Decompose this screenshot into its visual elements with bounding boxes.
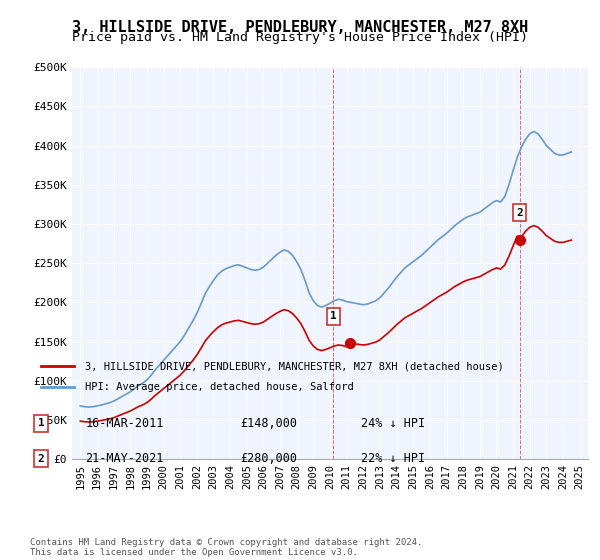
Text: Price paid vs. HM Land Registry's House Price Index (HPI): Price paid vs. HM Land Registry's House … [72,31,528,44]
Text: 3, HILLSIDE DRIVE, PENDLEBURY, MANCHESTER, M27 8XH (detached house): 3, HILLSIDE DRIVE, PENDLEBURY, MANCHESTE… [85,361,504,371]
Text: HPI: Average price, detached house, Salford: HPI: Average price, detached house, Salf… [85,382,354,392]
Text: 2: 2 [38,454,44,464]
Text: 16-MAR-2011: 16-MAR-2011 [85,417,164,430]
Text: 24% ↓ HPI: 24% ↓ HPI [361,417,425,430]
Text: 21-MAY-2021: 21-MAY-2021 [85,452,164,465]
Text: 2: 2 [517,208,523,218]
Text: 22% ↓ HPI: 22% ↓ HPI [361,452,425,465]
Text: 3, HILLSIDE DRIVE, PENDLEBURY, MANCHESTER, M27 8XH: 3, HILLSIDE DRIVE, PENDLEBURY, MANCHESTE… [72,20,528,35]
Text: £148,000: £148,000 [240,417,297,430]
Text: 1: 1 [38,418,44,428]
Text: Contains HM Land Registry data © Crown copyright and database right 2024.
This d: Contains HM Land Registry data © Crown c… [30,538,422,557]
Text: £280,000: £280,000 [240,452,297,465]
Text: 1: 1 [330,311,337,321]
